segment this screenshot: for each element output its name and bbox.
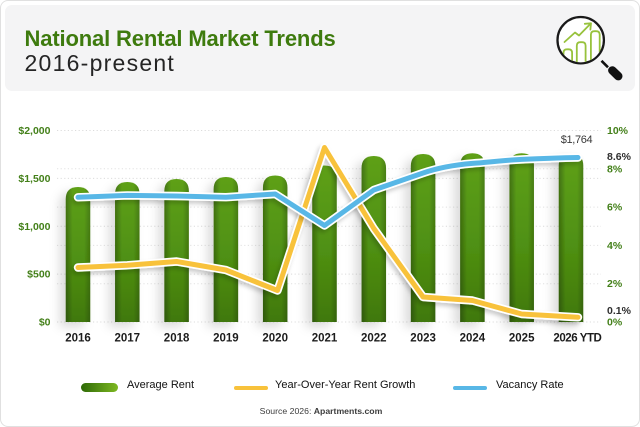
svg-text:2019: 2019	[213, 333, 239, 345]
svg-text:6%: 6%	[607, 202, 623, 214]
svg-text:2026 YTD: 2026 YTD	[553, 333, 601, 345]
svg-text:$2,000: $2,000	[18, 125, 50, 137]
svg-text:0.1%: 0.1%	[607, 305, 632, 317]
svg-text:10%: 10%	[607, 125, 629, 137]
svg-text:2016: 2016	[65, 333, 91, 345]
svg-text:2024: 2024	[460, 333, 486, 345]
svg-text:$1,764: $1,764	[561, 134, 593, 146]
svg-text:$1,500: $1,500	[18, 173, 50, 185]
svg-text:2018: 2018	[164, 333, 190, 345]
svg-text:2020: 2020	[262, 333, 288, 345]
svg-text:$1,000: $1,000	[18, 221, 50, 233]
svg-text:8%: 8%	[607, 163, 623, 175]
svg-text:2021: 2021	[312, 333, 338, 345]
svg-text:$0: $0	[39, 317, 51, 329]
svg-text:2017: 2017	[115, 333, 141, 345]
svg-text:0%: 0%	[607, 317, 623, 329]
svg-text:$500: $500	[27, 269, 51, 281]
svg-text:2022: 2022	[361, 333, 387, 345]
svg-text:8.6%: 8.6%	[607, 151, 632, 163]
svg-text:2025: 2025	[509, 333, 535, 345]
svg-text:2023: 2023	[410, 333, 436, 345]
svg-text:4%: 4%	[607, 240, 623, 252]
svg-text:2%: 2%	[607, 278, 623, 290]
